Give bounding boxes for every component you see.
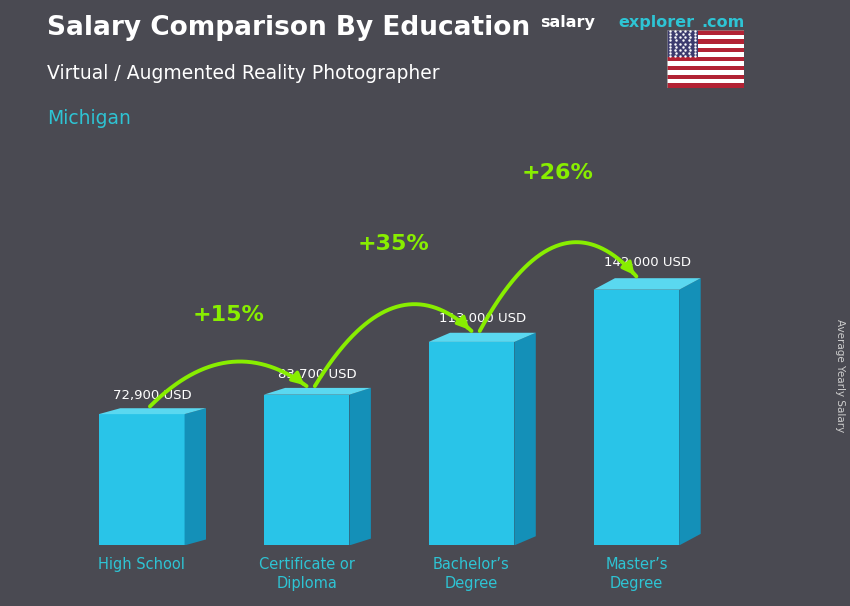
Text: Salary Comparison By Education: Salary Comparison By Education [47, 15, 530, 41]
Polygon shape [428, 333, 536, 342]
Polygon shape [514, 333, 536, 545]
Polygon shape [593, 278, 700, 290]
Polygon shape [264, 388, 371, 395]
Text: 113,000 USD: 113,000 USD [439, 312, 526, 325]
Text: explorer: explorer [618, 15, 694, 30]
Polygon shape [99, 408, 206, 414]
Text: 142,000 USD: 142,000 USD [604, 256, 690, 270]
Bar [667, 57, 744, 61]
Bar [667, 70, 744, 75]
Polygon shape [349, 388, 371, 545]
Bar [667, 30, 698, 57]
Bar [428, 342, 514, 545]
Bar [667, 79, 744, 84]
Bar [667, 75, 744, 79]
Text: salary: salary [540, 15, 595, 30]
Text: 72,900 USD: 72,900 USD [113, 389, 192, 402]
Bar [667, 44, 744, 48]
Bar [667, 65, 744, 70]
Text: 83,700 USD: 83,700 USD [278, 368, 357, 381]
Text: Virtual / Augmented Reality Photographer: Virtual / Augmented Reality Photographer [47, 64, 439, 82]
Polygon shape [184, 408, 206, 545]
Bar [667, 53, 744, 57]
Bar [667, 30, 744, 35]
Bar [667, 84, 744, 88]
Text: +15%: +15% [192, 305, 264, 325]
Text: .com: .com [701, 15, 745, 30]
Bar [667, 48, 744, 53]
Text: Average Yearly Salary: Average Yearly Salary [835, 319, 845, 432]
Bar [667, 61, 744, 65]
Bar [667, 39, 744, 44]
Polygon shape [679, 278, 700, 545]
Text: +26%: +26% [522, 164, 594, 184]
Text: Michigan: Michigan [47, 109, 131, 128]
Bar [99, 414, 184, 545]
Text: +35%: +35% [357, 234, 429, 254]
Bar [264, 395, 349, 545]
Bar [593, 290, 679, 545]
Bar [667, 35, 744, 39]
